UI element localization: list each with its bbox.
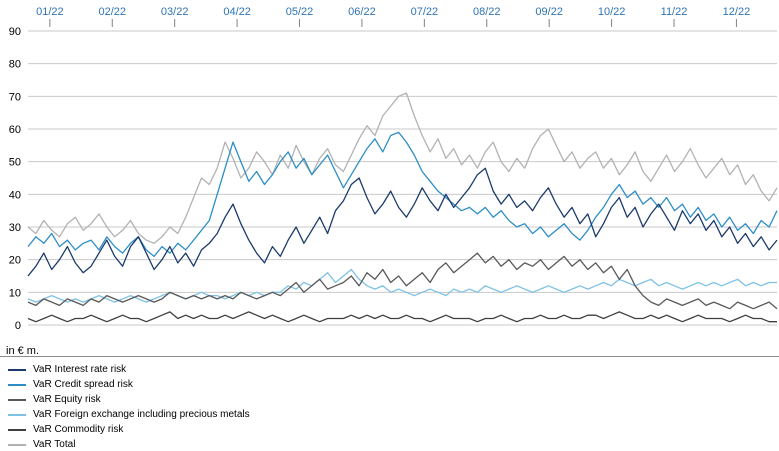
- y-tick-label: 20: [9, 255, 21, 267]
- legend-item: VaR Foreign exchange including precious …: [8, 407, 779, 422]
- x-tick-label: 09/22: [535, 6, 563, 18]
- series-line: [27, 311, 777, 323]
- legend-line-swatch: [8, 398, 26, 401]
- x-tick-label: 12/22: [723, 6, 751, 18]
- series-line: [27, 167, 778, 277]
- legend-line-swatch: [8, 383, 26, 386]
- x-tick-label: 05/22: [286, 6, 314, 18]
- legend-item: VaR Total: [8, 437, 779, 451]
- legend-label: VaR Commodity risk: [33, 424, 124, 435]
- x-tick-label: 06/22: [348, 6, 376, 18]
- legend-line-swatch: [8, 443, 26, 446]
- y-tick-label: 70: [9, 91, 21, 103]
- legend-item: VaR Commodity risk: [8, 422, 779, 437]
- y-tick-label: 60: [9, 124, 21, 136]
- y-tick-label: 90: [9, 26, 21, 38]
- series-line: [27, 131, 778, 258]
- series-line: [27, 92, 778, 244]
- y-tick-label: 0: [15, 320, 21, 332]
- x-tick-label: 07/22: [411, 6, 439, 18]
- legend-item: VaR Credit spread risk: [8, 377, 779, 392]
- x-tick-label: 04/22: [223, 6, 251, 18]
- x-tick-label: 10/22: [598, 6, 626, 18]
- legend-item: VaR Equity risk: [8, 392, 779, 407]
- legend-label: VaR Total: [33, 439, 76, 450]
- y-tick-label: 30: [9, 222, 21, 234]
- legend-label: VaR Credit spread risk: [33, 379, 133, 390]
- series-line: [27, 268, 777, 303]
- chart-legend: VaR Interest rate risk VaR Credit spread …: [0, 357, 779, 451]
- y-tick-label: 40: [9, 189, 21, 201]
- series-line: [27, 252, 778, 310]
- legend-label: VaR Interest rate risk: [33, 364, 127, 375]
- legend-line-swatch: [8, 428, 26, 431]
- legend-item: VaR Interest rate risk: [8, 362, 779, 377]
- y-tick-label: 50: [9, 157, 21, 169]
- unit-row: in € m.: [0, 337, 779, 357]
- x-tick-label: 08/22: [473, 6, 501, 18]
- var-chart-plot: 0 10 20 30 40 50 60 70 80 90 01/22 02/22 03/22 04/22 0…: [9, 6, 778, 332]
- x-tick-label: 01/22: [36, 6, 64, 18]
- legend-label: VaR Equity risk: [33, 394, 101, 405]
- y-tick-label: 80: [9, 59, 21, 71]
- y-tick-label: 10: [9, 287, 21, 299]
- unit-label: in € m.: [6, 345, 40, 357]
- x-tick-label: 11/22: [661, 6, 688, 18]
- legend-line-swatch: [8, 368, 26, 371]
- legend-line-swatch: [8, 413, 26, 416]
- x-tick-label: 03/22: [161, 6, 189, 18]
- x-tick-label: 02/22: [98, 6, 126, 18]
- legend-label: VaR Foreign exchange including precious …: [33, 409, 250, 420]
